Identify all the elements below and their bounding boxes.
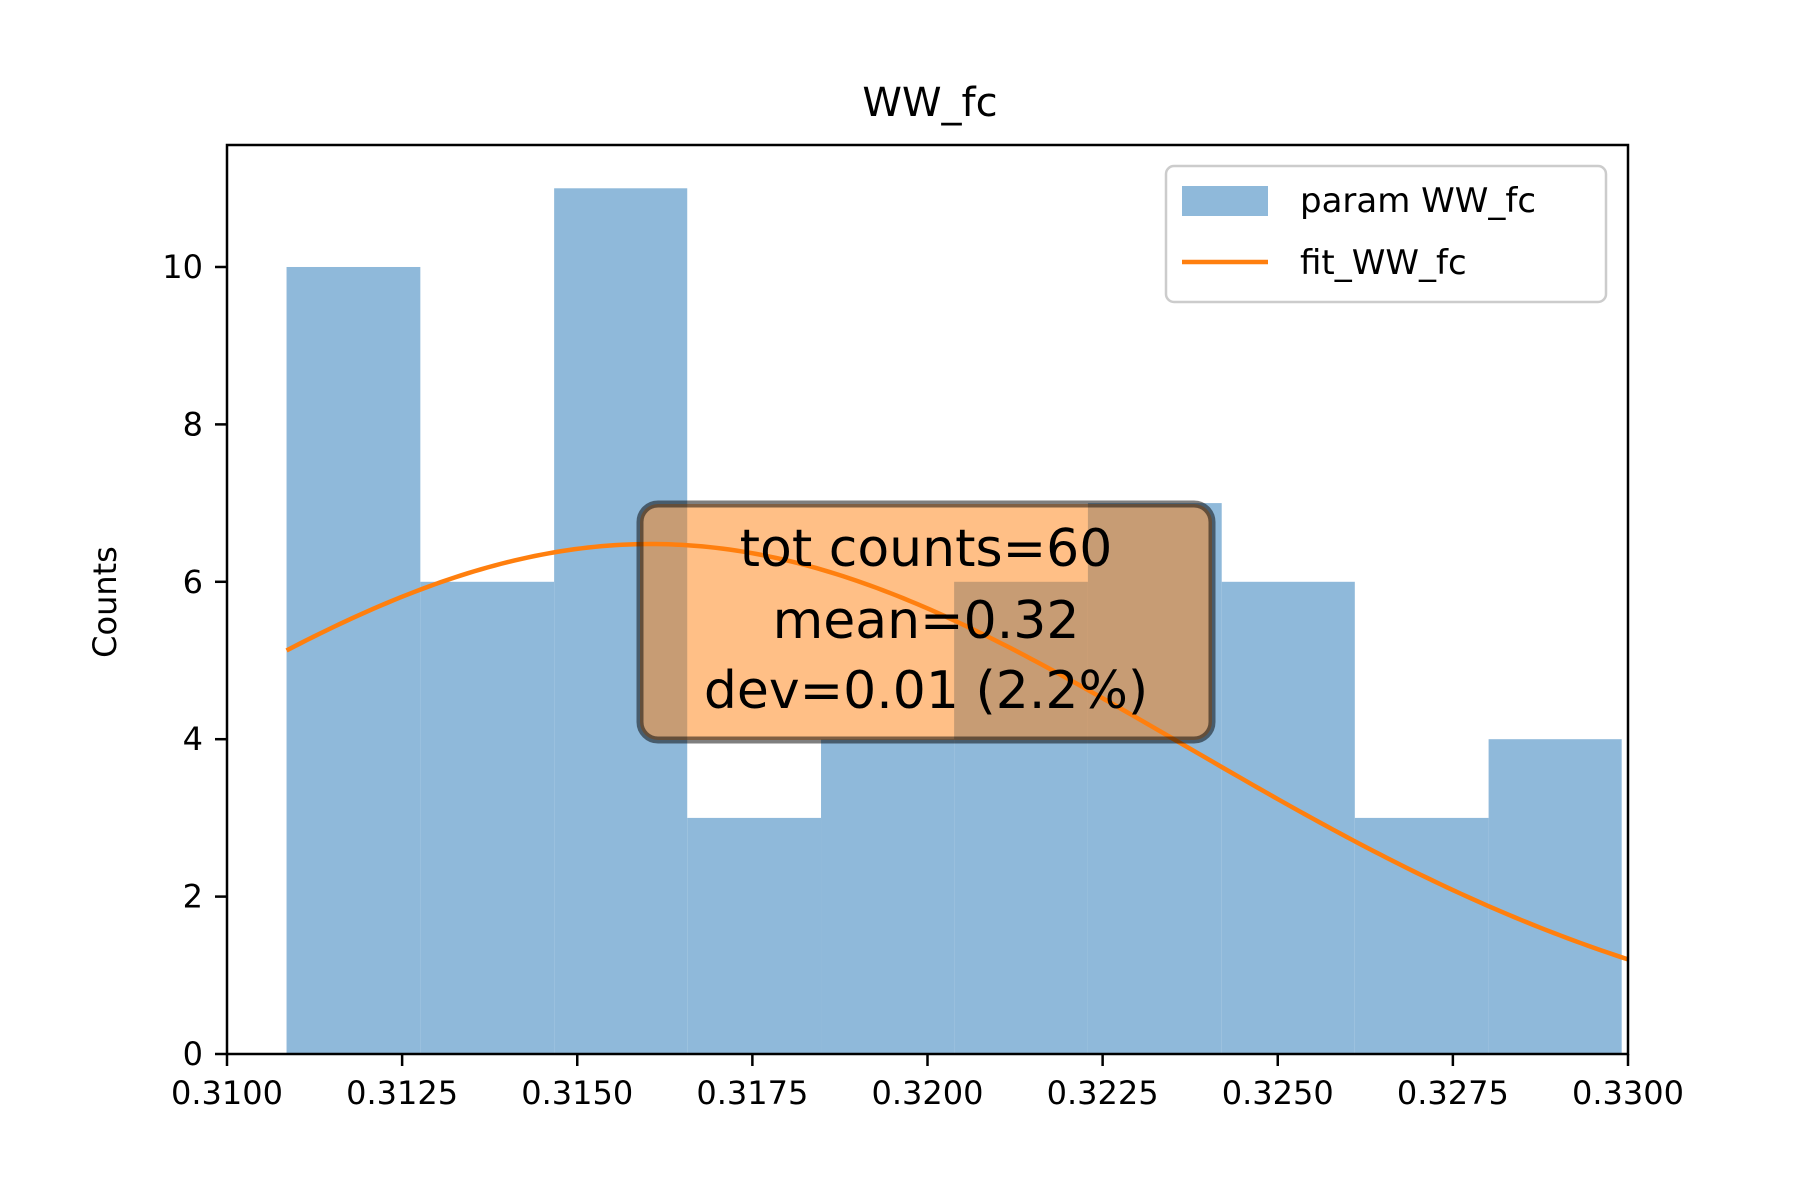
- axes: 0.3100 0.3125 0.3150 0.3175 0.3200 0.3225 0.32…: [162, 143, 1684, 1112]
- stats-box: [636, 500, 1216, 744]
- x-tick-label: 0.3200: [872, 1074, 984, 1112]
- x-tick-label: 0.3225: [1047, 1074, 1159, 1112]
- legend-label-fit: fit_WW_fc: [1300, 243, 1467, 283]
- histogram-bar: [687, 817, 822, 1054]
- y-tick-label: 2: [183, 878, 203, 916]
- legend-swatch-histogram: [1182, 186, 1268, 216]
- y-tick-label: 6: [183, 563, 203, 601]
- legend-label-histogram: param WW_fc: [1300, 181, 1536, 221]
- histogram-bar: [286, 266, 421, 1054]
- legend-frame: [1164, 164, 1608, 304]
- histogram-bars: [286, 188, 1622, 1055]
- x-tick-label: 0.3150: [521, 1074, 633, 1112]
- x-tick-label: 0.3125: [346, 1074, 458, 1112]
- histogram-bar: [420, 581, 555, 1054]
- y-axis-label: Counts: [86, 546, 124, 658]
- stat-line-dev: dev=0.01 (2.2%): [704, 661, 1148, 721]
- histogram-bar: [1488, 739, 1622, 1054]
- x-tick-label: 0.3275: [1397, 1074, 1509, 1112]
- chart-legend: param WW_fc fit_WW_fc: [1164, 164, 1608, 304]
- histogram-bar: [1221, 581, 1355, 1054]
- x-tick-label: 0.3175: [696, 1074, 808, 1112]
- histogram-bar: [1354, 817, 1489, 1054]
- x-tick-label: 0.3250: [1222, 1074, 1334, 1112]
- y-tick-label: 0: [183, 1035, 203, 1073]
- stat-line-mean: mean=0.32: [773, 591, 1080, 651]
- stat-line-counts: tot counts=60: [740, 519, 1113, 579]
- histogram-bar: [821, 739, 955, 1054]
- stats-annotation: tot counts=60 mean=0.32 dev=0.01 (2.2%): [636, 500, 1216, 744]
- x-tick-label: 0.3100: [171, 1074, 283, 1112]
- y-tick-label: 8: [183, 405, 203, 443]
- y-tick-label: 4: [183, 720, 203, 758]
- chart-title: WW_fc: [862, 80, 997, 126]
- y-tick-label: 10: [162, 248, 203, 286]
- x-tick-label: 0.3300: [1572, 1074, 1684, 1112]
